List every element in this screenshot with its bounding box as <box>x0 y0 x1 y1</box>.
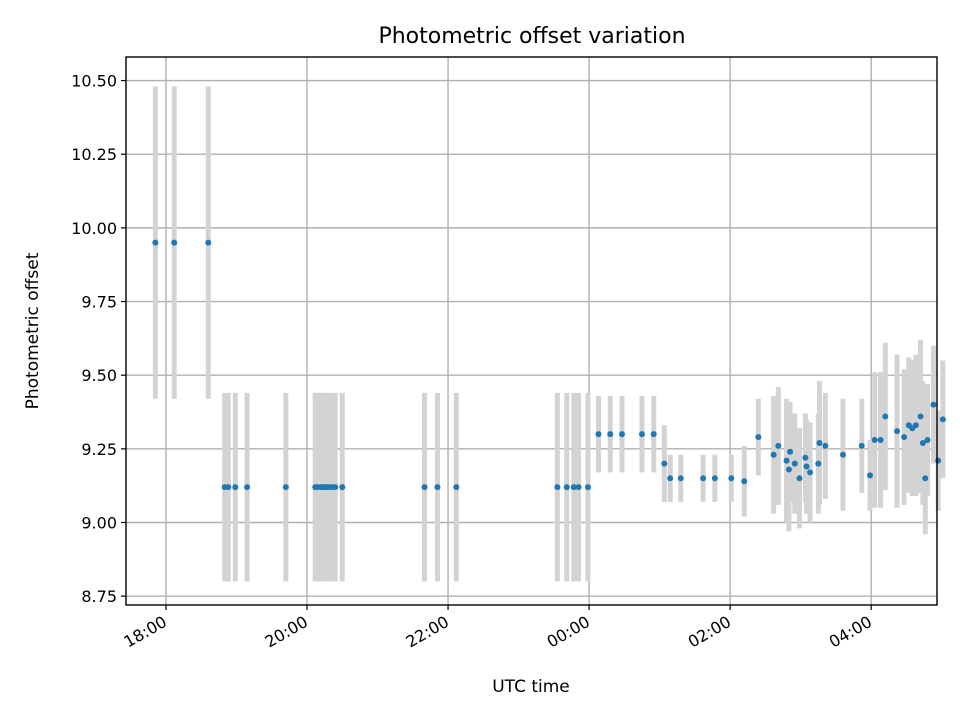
data-point <box>807 469 814 476</box>
data-point <box>894 428 901 435</box>
data-point <box>803 463 810 470</box>
x-tick-label: 20:00 <box>262 612 311 652</box>
data-point <box>332 484 339 491</box>
y-tick-label: 9.75 <box>81 293 117 312</box>
data-point <box>434 484 441 491</box>
data-point <box>700 475 707 482</box>
data-point <box>661 460 668 467</box>
data-point <box>796 475 803 482</box>
data-point <box>232 484 239 491</box>
data-point <box>919 439 926 446</box>
chart-title: Photometric offset variation <box>378 24 685 49</box>
x-tick-label: 22:00 <box>403 612 452 652</box>
data-point <box>607 431 614 438</box>
data-point <box>563 484 570 491</box>
x-axis-label: UTC time <box>492 677 570 697</box>
data-point <box>775 442 782 449</box>
y-tick-label: 10.00 <box>71 219 117 238</box>
data-point <box>924 437 931 444</box>
data-point <box>783 457 790 464</box>
plot-frame <box>125 56 938 606</box>
data-point <box>791 460 798 467</box>
data-point <box>822 442 829 449</box>
data-point <box>205 239 212 246</box>
data-point <box>171 239 178 246</box>
data-point <box>901 434 908 441</box>
data-point <box>570 484 577 491</box>
data-point <box>785 466 792 473</box>
data-point <box>839 451 846 458</box>
y-tick-label: 9.50 <box>81 366 117 385</box>
data-point <box>858 442 865 449</box>
data-point <box>244 484 251 491</box>
data-point <box>453 484 460 491</box>
grid-layer <box>126 57 937 605</box>
data-point <box>667 475 674 482</box>
data-point <box>595 431 602 438</box>
data-point <box>815 460 822 467</box>
data-point <box>619 431 626 438</box>
data-point <box>741 478 748 485</box>
data-point <box>584 484 591 491</box>
errorbar-layer <box>152 86 946 582</box>
data-point <box>650 431 657 438</box>
y-axis-label: Photometric offset <box>23 252 43 409</box>
data-point <box>930 401 937 408</box>
data-point <box>677 475 684 482</box>
data-point <box>554 484 561 491</box>
data-point <box>816 439 823 446</box>
y-tick-label: 8.75 <box>81 587 117 606</box>
data-point <box>935 457 942 464</box>
data-point <box>711 475 718 482</box>
data-point <box>152 239 159 246</box>
x-tick-label: 18:00 <box>121 612 170 652</box>
data-point <box>787 448 794 455</box>
data-point <box>871 437 878 444</box>
tick-layer: 8.75 9.00 9.25 9.50 9.75 10.00 10.25 10.50 18:00… <box>71 72 875 652</box>
data-point <box>421 484 428 491</box>
point-layer <box>152 239 946 491</box>
x-tick-label: 04:00 <box>826 612 875 652</box>
data-point <box>912 422 919 429</box>
data-point <box>882 413 889 420</box>
data-point <box>638 431 645 438</box>
data-point <box>877 437 884 444</box>
data-point <box>282 484 289 491</box>
data-point <box>867 472 874 479</box>
data-point <box>802 454 809 461</box>
data-point <box>225 484 232 491</box>
y-tick-label: 9.25 <box>81 440 117 459</box>
y-tick-label: 10.50 <box>71 72 117 91</box>
data-point <box>575 484 582 491</box>
data-point <box>917 413 924 420</box>
data-point <box>339 484 346 491</box>
y-tick-label: 9.00 <box>81 514 117 533</box>
data-point <box>755 434 762 441</box>
y-tick-label: 10.25 <box>71 145 117 164</box>
x-tick-label: 00:00 <box>544 612 593 652</box>
x-tick-label: 02:00 <box>685 612 734 652</box>
data-point <box>939 416 946 423</box>
data-point <box>728 475 735 482</box>
data-point <box>922 475 929 482</box>
data-point <box>770 451 777 458</box>
